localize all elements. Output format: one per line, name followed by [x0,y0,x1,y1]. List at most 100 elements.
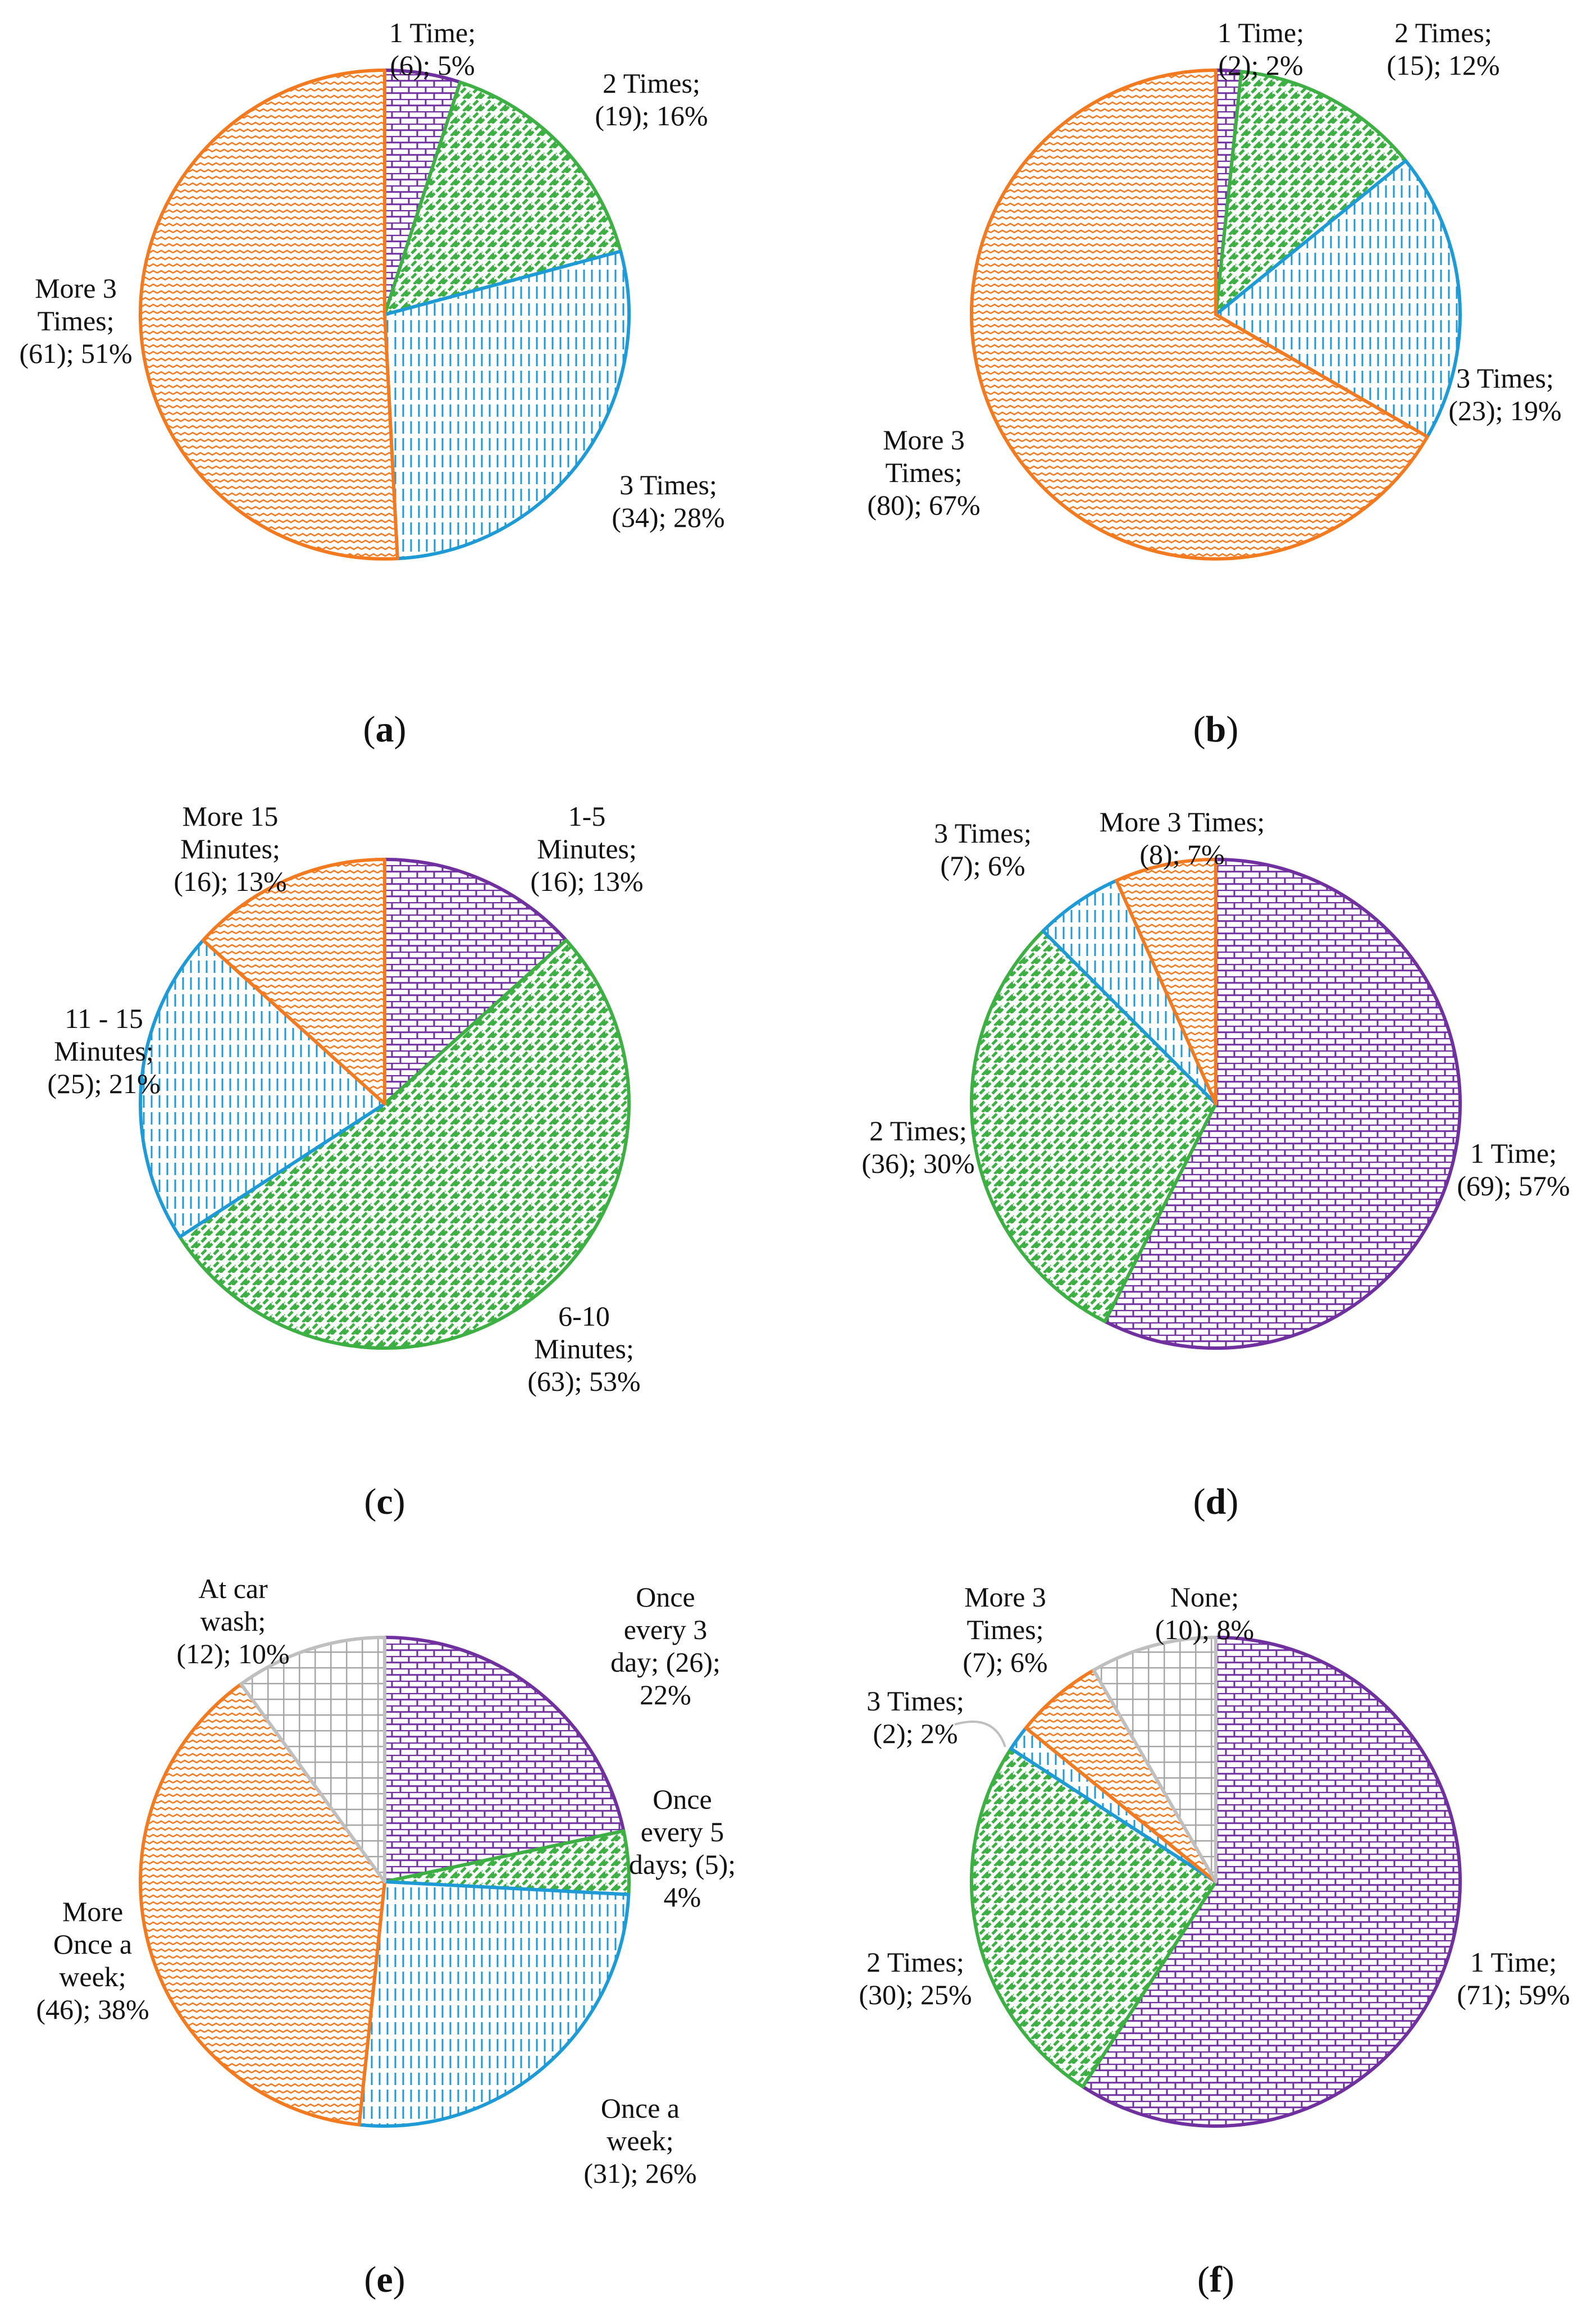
pie-d-label-2-line-0: 3 Times; [934,817,1032,849]
pie-b-label-2: 3 Times; (23); 19% [1448,362,1561,426]
pie-b-slice-1 [1214,70,1408,316]
pie-a-label-2-line-1: (34); 28% [612,502,724,533]
pie-e-slice-3 [139,1682,386,2127]
pie-a-label-2: 3 Times; (34); 28% [612,469,724,533]
pie-e-label-3: More Once a week; (46); 38% [36,1896,149,2025]
pie-f-label-4-line-1: (10); 8% [1155,1614,1254,1645]
pie-d-label-0-line-1: (69); 57% [1457,1170,1570,1201]
pie-e-label-0-line-1: every 3 [624,1614,708,1645]
pie-f-label-4: None; (10); 8% [1155,1581,1254,1645]
pie-a-label-3-line-2: (61); 51% [19,338,132,369]
pie-d-slice-2 [1041,879,1217,1105]
pie-c-label-0-line-2: (16); 13% [530,866,643,897]
pie-d-label-3-line-0: More 3 Times; [1100,806,1265,838]
pie-b-label-1: 2 Times; (15); 12% [1387,17,1499,81]
pie-e-label-0-line-0: Once [636,1581,695,1613]
pie-e-label-2-line-0: Once a [601,2092,680,2124]
pie-c-label-2-line-0: 11 - 15 [65,1003,143,1034]
pie-a-label-3: More 3 Times; (61); 51% [19,272,132,369]
pie-e-label-2-line-2: (31); 26% [583,2158,696,2189]
pie-d-label-1: 2 Times; (36); 30% [861,1115,974,1179]
pie-c-label-3-line-2: (16); 13% [174,866,286,897]
pie-c-label-1-line-2: (63); 53% [527,1366,640,1397]
pie-e-label-3-line-1: Once a [53,1928,132,1960]
pie-f-label-0-line-1: (71); 59% [1457,1979,1570,2010]
pie-f-label-2-line-1: (2); 2% [873,1718,957,1749]
pie-f-label-0: 1 Time; (71); 59% [1457,1946,1570,2010]
pie-b-label-0-line-0: 1 Time; [1217,17,1304,48]
pie-c-label-2-line-1: Minutes; [54,1035,154,1067]
pie-c-label-2: 11 - 15 Minutes; (25); 21% [47,1003,160,1099]
pie-e-slice-2 [357,1880,631,2128]
pie-d-slice-1 [969,929,1217,1323]
pie-b-slice-2 [1214,159,1462,439]
pie-f-label-1: 2 Times; (30); 25% [859,1946,972,2010]
pie-charts: 1 Time; (6); 5%2 Times; (19); 16%3 Times;(… [19,17,1570,2189]
pie-a-label-0-line-0: 1 Time; [389,17,476,48]
pie-b-label-3: More 3 Times; (80); 67% [867,424,980,521]
pie-a-label-1-line-0: 2 Times; [603,67,700,99]
pie-d-label-3: More 3 Times; (8); 7% [1100,806,1265,870]
pie-a-slice-1 [383,80,623,316]
pie-d-label-2-line-1: (7); 6% [940,850,1025,881]
pie-f-label-3-line-1: Times; [966,1614,1043,1645]
panel-label-b: (b) [1193,709,1239,750]
pie-c-label-0-line-0: 1-5 [568,800,606,832]
pie-a-label-3-line-1: Times; [37,305,114,336]
pie-a: 1 Time; (6); 5%2 Times; (19); 16%3 Times;(… [19,17,725,561]
pie-f-label-3-line-0: More 3 [964,1581,1046,1613]
pie-e-label-1-line-1: every 5 [641,1816,724,1847]
pie-d-label-1-line-1: (36); 30% [861,1148,974,1179]
pie-b-label-3-line-0: More 3 [883,424,965,456]
pie-d-slice-0 [1103,858,1462,1350]
pie-e-label-0-line-2: day; (26); [610,1646,721,1678]
pie-e-slice-4 [239,1636,386,1883]
pie-e-label-1-line-2: days; (5); [629,1849,736,1880]
pie-b-label-0-line-1: (2); 2% [1218,49,1303,81]
pie-e-label-0-line-3: 22% [640,1679,691,1710]
pie-a-label-0-line-1: (6); 5% [390,49,475,81]
pie-a-label-2-line-0: 3 Times; [619,469,717,500]
pie-c-label-0: 1-5 Minutes; (16); 13% [530,800,643,897]
pie-c-slice-0 [383,858,568,1105]
panel-label-e: (e) [364,2259,405,2300]
pie-e-label-1: Once every 5 days; (5); 4% [629,1783,736,1913]
pie-d-label-3-line-1: (8); 7% [1139,839,1224,870]
pie-e-label-0: Once every 3 day; (26); 22% [610,1581,721,1710]
pie-b-slice-3 [970,69,1429,561]
pie-d-label-0-line-0: 1 Time; [1470,1137,1557,1169]
pie-e-label-4-line-0: At car [198,1573,268,1604]
pie-c-label-0-line-1: Minutes; [537,833,637,864]
pie-c-label-3-line-0: More 15 [183,800,279,832]
pie-b-label-2-line-1: (23); 19% [1448,395,1561,426]
pie-f-label-1-line-1: (30); 25% [859,1979,972,2010]
pie-a-label-1: 2 Times; (19); 16% [595,67,708,131]
pie-c-slice-2 [139,938,386,1239]
pie-e-label-1-line-3: 4% [664,1881,701,1913]
pie-d: 1 Time; (69); 57% 2 Times; (36); 30% 3 Times… [861,806,1570,1350]
pie-f-label-1-line-0: 2 Times; [867,1946,964,1978]
pie-d-label-2: 3 Times; (7); 6% [934,817,1032,881]
pie-a-slice-3 [139,69,399,561]
pie-e: Once every 3 day; (26); 22%Once every 5 days;… [36,1573,736,2189]
pie-c-label-3: More 15 Minutes; (16); 13% [174,800,286,897]
pie-f-label-0-line-0: 1 Time; [1470,1946,1557,1978]
pie-c: 1-5 Minutes; (16); 13%6-10 Minutes; (63); 53… [47,800,643,1397]
pie-a-label-0: 1 Time; (6); 5% [389,17,476,81]
pie-f-slice-0 [1081,1636,1462,2128]
pie-c-label-1-line-1: Minutes; [534,1333,634,1364]
pie-a-label-1-line-1: (19); 16% [595,100,708,131]
pie-b-label-1-line-1: (15); 12% [1387,49,1499,81]
pie-f-label-3-line-2: (7); 6% [963,1646,1047,1678]
pie-e-label-1-line-0: Once [653,1783,712,1815]
pie-a-label-3-line-0: More 3 [35,272,117,304]
pie-f-slice-4 [1092,1636,1217,1883]
pie-e-label-3-line-2: week; [59,1961,126,1992]
pie-f-slice-1 [970,1747,1217,2088]
pie-e-label-4-line-1: wash; [200,1605,266,1637]
pie-f-leader-line [954,1721,1006,1747]
pie-e-label-2-line-1: week; [607,2125,673,2156]
pie-c-label-1: 6-10 Minutes; (63); 53% [527,1300,640,1397]
pie-c-slice-3 [201,858,386,1105]
